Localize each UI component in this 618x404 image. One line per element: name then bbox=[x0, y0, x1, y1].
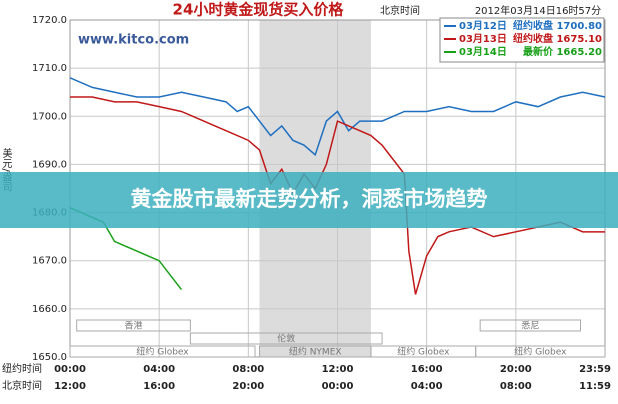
x2-tick-label: 20:00 bbox=[232, 381, 264, 392]
y-tick-label: 1660.0 bbox=[32, 304, 67, 315]
session-label: 纽约 Globex bbox=[514, 346, 567, 358]
x2-tick-label: 16:00 bbox=[143, 381, 175, 392]
session-bar bbox=[479, 319, 581, 332]
watermark: www.kitco.com bbox=[78, 33, 189, 48]
x2-tick-label: 00:00 bbox=[322, 381, 354, 392]
session-label: 纽约 Globex bbox=[397, 346, 450, 358]
session-label: 香港 bbox=[125, 320, 143, 332]
banner-text: 黄金股市最新走势分析，洞悉市场趋势 bbox=[131, 187, 488, 211]
session-label: 伦敦 bbox=[277, 333, 295, 345]
x2-row-label: 北京时间 bbox=[2, 379, 42, 392]
x-tick-label: 04:00 bbox=[143, 364, 175, 375]
y-tick-label: 1650.0 bbox=[32, 352, 67, 363]
x-tick-label: 16:00 bbox=[411, 364, 443, 375]
y-tick-label: 1720.0 bbox=[32, 15, 67, 26]
legend-note: 纽约收盘 1700.80 bbox=[513, 19, 602, 32]
x-tick-label: 20:00 bbox=[500, 364, 532, 375]
session-label: 纽约 Globex bbox=[136, 346, 189, 358]
time-stamp: 2012年03月14日16时57分 bbox=[475, 4, 601, 17]
session-bar bbox=[475, 345, 606, 358]
legend-note: 纽约收盘 1675.10 bbox=[513, 32, 602, 45]
y-tick-label: 1670.0 bbox=[32, 256, 67, 267]
session-bar bbox=[69, 345, 256, 358]
x-tick-label: 12:00 bbox=[322, 364, 354, 375]
y-tick-label: 1700.0 bbox=[32, 111, 67, 122]
legend-note: 最新价 1665.20 bbox=[523, 45, 602, 58]
legend-label: 03月12日 bbox=[459, 20, 507, 32]
chart-title: 24小时黄金现货买入价格 bbox=[173, 1, 345, 19]
x2-tick-label: 04:00 bbox=[411, 381, 443, 392]
series-line bbox=[70, 96, 605, 295]
legend-label: 03月14日 bbox=[459, 46, 507, 58]
series-line bbox=[69, 77, 606, 157]
x2-tick-label: 12:00 bbox=[54, 381, 86, 392]
x-tick-label: 08:00 bbox=[232, 364, 264, 375]
session-bar bbox=[76, 319, 191, 332]
x-tick-label: 23:59 bbox=[579, 364, 611, 375]
session-label: 纽约 NYMEX bbox=[289, 346, 342, 358]
x2-tick-label: 11:59 bbox=[579, 381, 611, 392]
x-row-label: 纽约时间 bbox=[2, 362, 42, 375]
x2-tick-label: 08:00 bbox=[500, 381, 532, 392]
legend-box bbox=[439, 17, 605, 63]
legend-label: 03月13日 bbox=[459, 33, 507, 45]
time-caption: 北京时间 bbox=[380, 4, 420, 17]
x-tick-label: 00:00 bbox=[54, 364, 86, 375]
y-tick-label: 1710.0 bbox=[32, 63, 67, 74]
session-bar bbox=[189, 332, 383, 345]
y-tick-label: 1690.0 bbox=[32, 159, 67, 170]
banner bbox=[0, 172, 618, 228]
session-label: 悉尼 bbox=[521, 320, 539, 332]
